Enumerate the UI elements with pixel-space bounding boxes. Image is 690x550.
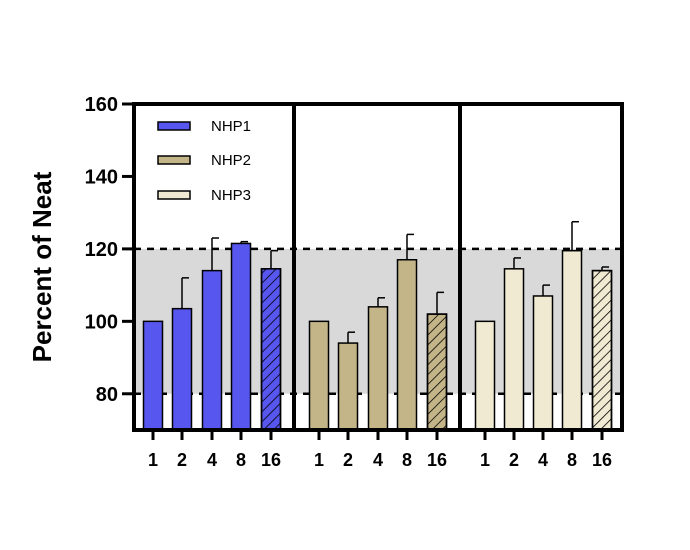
bar-nhp2-2 — [337, 342, 359, 431]
x-tick-label-2-4: 4 — [373, 450, 383, 470]
legend-swatch-nhp1 — [157, 121, 191, 131]
x-tick-label-3-4: 4 — [538, 450, 548, 470]
bar-nhp3-4 — [532, 295, 554, 431]
bar-nhp1-4 — [201, 269, 223, 431]
bar-nhp3-2 — [503, 268, 525, 431]
y-tick-label-120: 120 — [85, 239, 118, 261]
y-axis-title: Percent of Neat — [27, 171, 57, 362]
legend-swatch-nhp2 — [157, 155, 191, 165]
legend-label-nhp3: NHP3 — [211, 187, 251, 204]
legend-swatch-nhp3 — [157, 190, 191, 200]
x-tick-label-1-4: 4 — [207, 450, 217, 470]
x-tick-label-2-16: 16 — [427, 450, 447, 470]
x-tick-label-3-2: 2 — [509, 450, 519, 470]
panel-frame-3 — [458, 102, 624, 432]
x-tick-label-2-2: 2 — [343, 450, 353, 470]
y-tick-label-100: 100 — [85, 311, 118, 333]
x-tick-label-1-2: 2 — [177, 450, 187, 470]
y-tick-label-80: 80 — [96, 384, 118, 406]
bar-nhp3-8 — [561, 249, 583, 431]
y-tick-label-160: 160 — [85, 94, 118, 116]
x-tick-label-1-8: 8 — [236, 450, 246, 470]
bar-hatch-nhp3-16 — [591, 269, 613, 431]
bar-nhp2-8 — [396, 259, 418, 431]
x-tick-label-3-8: 8 — [567, 450, 577, 470]
legend-label-nhp2: NHP2 — [211, 152, 251, 169]
bar-hatch-nhp1-16 — [260, 268, 282, 431]
legend-label-nhp1: NHP1 — [211, 118, 251, 135]
bar-nhp1-2 — [171, 307, 193, 431]
bar-hatch-nhp2-16 — [426, 313, 448, 431]
x-tick-label-2-8: 8 — [402, 450, 412, 470]
x-tick-label-1-16: 16 — [261, 450, 281, 470]
x-tick-label-1-1: 1 — [148, 450, 158, 470]
x-tick-label-3-1: 1 — [480, 450, 490, 470]
x-tick-label-3-16: 16 — [592, 450, 612, 470]
bar-nhp3-1 — [474, 320, 496, 431]
bar-nhp1-8 — [230, 242, 252, 431]
bar-nhp1-1 — [142, 320, 164, 431]
x-tick-label-2-1: 1 — [314, 450, 324, 470]
bar-nhp2-4 — [367, 306, 389, 431]
y-tick-label-140: 140 — [85, 166, 118, 188]
bar-nhp2-1 — [308, 320, 330, 431]
